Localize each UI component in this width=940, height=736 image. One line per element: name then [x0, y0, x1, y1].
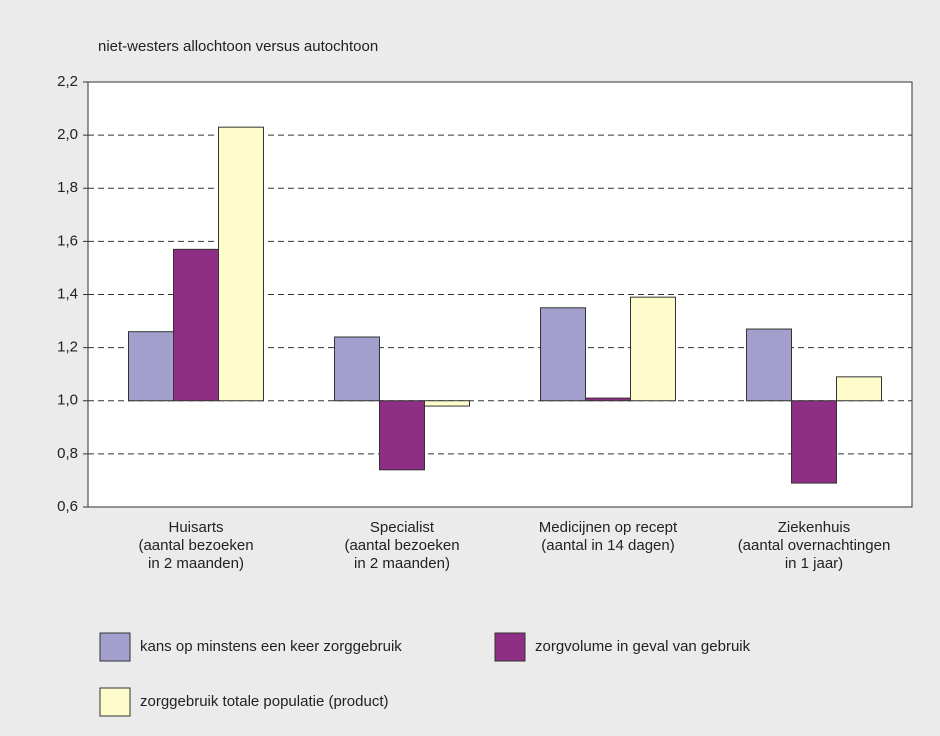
y-tick-label: 1,0 [57, 392, 78, 409]
x-tick-label: Medicijnen op recept (aantal in 14 dagen) [539, 519, 678, 554]
bar [424, 400, 470, 407]
plot-frame [87, 81, 913, 508]
bar [334, 336, 380, 402]
bar [379, 400, 425, 471]
bar [585, 397, 631, 402]
y-tick-label: 0,8 [57, 445, 78, 462]
x-tick-label: Ziekenhuis (aantal overnachtingen in 1 jaa… [738, 519, 891, 572]
y-tick-label: 1,6 [57, 232, 78, 249]
legend-label: kans op minstens een keer zorggebruik [140, 638, 402, 655]
legend-swatch [99, 687, 131, 717]
bar [746, 328, 792, 402]
legend-swatch [99, 632, 131, 662]
bar [836, 376, 882, 402]
bar [630, 296, 676, 402]
bar [128, 331, 174, 402]
bar [218, 126, 264, 402]
legend-swatch [494, 632, 526, 662]
bar [791, 400, 837, 484]
x-tick-label: Specialist (aantal bezoeken in 2 maanden) [344, 519, 459, 572]
bar [173, 248, 219, 402]
legend-label: zorggebruik totale populatie (product) [140, 693, 388, 710]
y-tick-label: 1,4 [57, 285, 78, 302]
y-tick-label: 0,6 [57, 498, 78, 515]
x-tick-label: Huisarts (aantal bezoeken in 2 maanden) [138, 519, 253, 572]
y-tick-label: 2,2 [57, 73, 78, 90]
y-tick-label: 1,8 [57, 179, 78, 196]
y-tick-label: 2,0 [57, 126, 78, 143]
legend-label: zorgvolume in geval van gebruik [535, 638, 751, 655]
y-tick-label: 1,2 [57, 339, 78, 356]
bar [540, 307, 586, 402]
axis-title: niet-westers allochtoon versus autochtoo… [98, 38, 378, 55]
